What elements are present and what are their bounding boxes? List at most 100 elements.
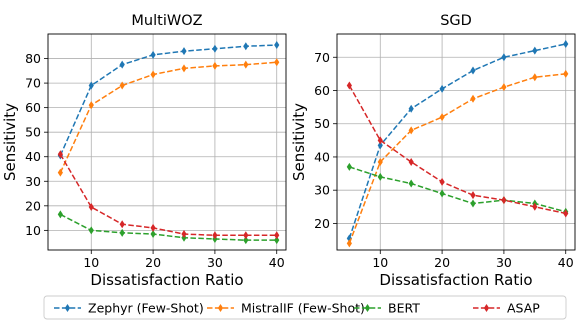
- y-axis-label: Sensitivity: [290, 103, 308, 181]
- y-axis-label: Sensitivity: [1, 103, 19, 181]
- series-asap-point: [88, 203, 94, 212]
- series-zephyr-few-shot-point: [470, 66, 476, 75]
- y-tick-label: 20: [25, 198, 41, 213]
- y-tick-label: 10: [25, 223, 41, 238]
- chart-panel-sgd: 10 20 30 40 20 30 40 50 60 70 SGD Dissatisfaction R…: [290, 13, 576, 289]
- series-asap-point: [274, 231, 280, 240]
- x-tick-label: 40: [558, 255, 574, 270]
- series-bert-point: [274, 236, 280, 245]
- legend-label: BERT: [388, 301, 420, 316]
- series-zephyr-few-shot-point: [408, 104, 414, 113]
- x-tick-label: 30: [496, 255, 512, 270]
- series-bert-point: [408, 179, 414, 188]
- series-zephyr-few-shot-point: [532, 46, 538, 55]
- series-asap-point: [212, 231, 218, 240]
- series-asap-point: [377, 136, 383, 145]
- x-axis-label: Dissatisfaction Ratio: [379, 271, 532, 289]
- legend-label: ASAP: [507, 301, 540, 316]
- series-zephyr-few-shot-point: [88, 81, 94, 90]
- series-zephyr-few-shot-point: [563, 39, 569, 48]
- series-bert-point: [470, 199, 476, 208]
- legend: Zephyr (Few-Shot) MistralIF (Few-Shot) BER…: [43, 295, 567, 320]
- series-asap-point: [243, 231, 249, 240]
- legend-item-bert: BERT: [354, 301, 420, 316]
- legend-item-mistralif-few-shot: MistralIF (Few-Shot): [207, 301, 365, 316]
- x-tick-label: 30: [207, 255, 223, 270]
- legend-item-asap: ASAP: [473, 301, 540, 316]
- series-mistralif-few-shot-point: [57, 168, 63, 177]
- series-zephyr-few-shot-point: [181, 47, 187, 56]
- plot-frame: [336, 33, 576, 251]
- series-bert-point: [346, 162, 352, 171]
- series-mistralif-few-shot-point: [119, 81, 125, 90]
- series-bert-point: [119, 228, 125, 237]
- series-mistralif-few-shot-point: [212, 61, 218, 70]
- series-mistralif-few-shot-point: [532, 73, 538, 82]
- series-bert-point: [88, 226, 94, 235]
- y-tick-label: 50: [25, 125, 41, 140]
- legend-label: Zephyr (Few-Shot): [88, 301, 204, 316]
- series-asap-point: [181, 230, 187, 239]
- series-asap-point: [150, 223, 156, 232]
- series-asap-point: [439, 177, 445, 186]
- series-mistralif-few-shot-point: [470, 94, 476, 103]
- series-bert-line: [349, 166, 566, 213]
- y-tick-label: 40: [25, 149, 41, 164]
- series-bert-point: [377, 172, 383, 181]
- series-mistralif-few-shot-line: [348, 73, 566, 244]
- series-asap-point: [57, 150, 63, 159]
- legend-swatch-marker: [483, 304, 490, 312]
- series-mistralif-few-shot-point: [501, 83, 507, 92]
- x-tick-label: 20: [145, 255, 161, 270]
- series-zephyr-few-shot-line: [59, 44, 277, 156]
- chart-title: SGD: [440, 13, 472, 29]
- y-tick-label: 50: [314, 116, 330, 131]
- series-asap-point: [346, 81, 352, 90]
- series-zephyr-few-shot-point: [377, 141, 383, 150]
- y-tick-label: 20: [314, 216, 330, 231]
- series-mistralif-few-shot-point: [243, 60, 249, 69]
- series-mistralif-few-shot-line: [59, 61, 277, 173]
- series-zephyr-few-shot-point: [274, 41, 280, 50]
- series-zephyr-few-shot-point: [501, 53, 507, 62]
- series-mistralif-few-shot-point: [439, 113, 445, 122]
- series-mistralif-few-shot-point: [346, 239, 352, 248]
- x-tick-label: 40: [269, 255, 285, 270]
- series-bert-point: [243, 236, 249, 245]
- series-asap-point: [563, 209, 569, 218]
- series-mistralif-few-shot-point: [181, 64, 187, 73]
- series-bert-point: [57, 210, 63, 219]
- legend-swatch-marker: [64, 304, 71, 312]
- series-asap-point: [470, 191, 476, 200]
- legend-frame: [43, 295, 567, 320]
- series-zephyr-few-shot-point: [243, 42, 249, 51]
- series-mistralif-few-shot-point: [88, 101, 94, 110]
- series-mistralif-few-shot-point: [563, 69, 569, 78]
- series-zephyr-few-shot-point: [150, 50, 156, 59]
- series-mistralif-few-shot-point: [274, 58, 280, 67]
- series-mistralif-few-shot-point: [377, 157, 383, 166]
- series-asap-line: [348, 85, 566, 215]
- series-asap-point: [501, 196, 507, 205]
- series-zephyr-few-shot-point: [212, 44, 218, 53]
- series-mistralif-few-shot-point: [150, 70, 156, 79]
- x-tick-label: 10: [83, 255, 99, 270]
- x-tick-label: 20: [434, 255, 450, 270]
- plot-frame: [47, 33, 287, 251]
- chart-title: MultiWOZ: [131, 13, 202, 29]
- series-bert-line: [60, 213, 277, 241]
- y-tick-label: 60: [25, 100, 41, 115]
- series-zephyr-few-shot-point: [439, 84, 445, 93]
- series-bert-point: [439, 189, 445, 198]
- series-mistralif-few-shot-point: [408, 126, 414, 135]
- y-tick-label: 40: [314, 149, 330, 164]
- y-tick-label: 70: [25, 76, 41, 91]
- legend-swatch-marker: [217, 304, 224, 312]
- series-asap-line: [59, 153, 277, 237]
- series-asap-point: [119, 220, 125, 229]
- x-axis-label: Dissatisfaction Ratio: [90, 271, 243, 289]
- y-tick-label: 70: [314, 50, 330, 65]
- y-tick-label: 60: [314, 83, 330, 98]
- y-tick-label: 30: [314, 183, 330, 198]
